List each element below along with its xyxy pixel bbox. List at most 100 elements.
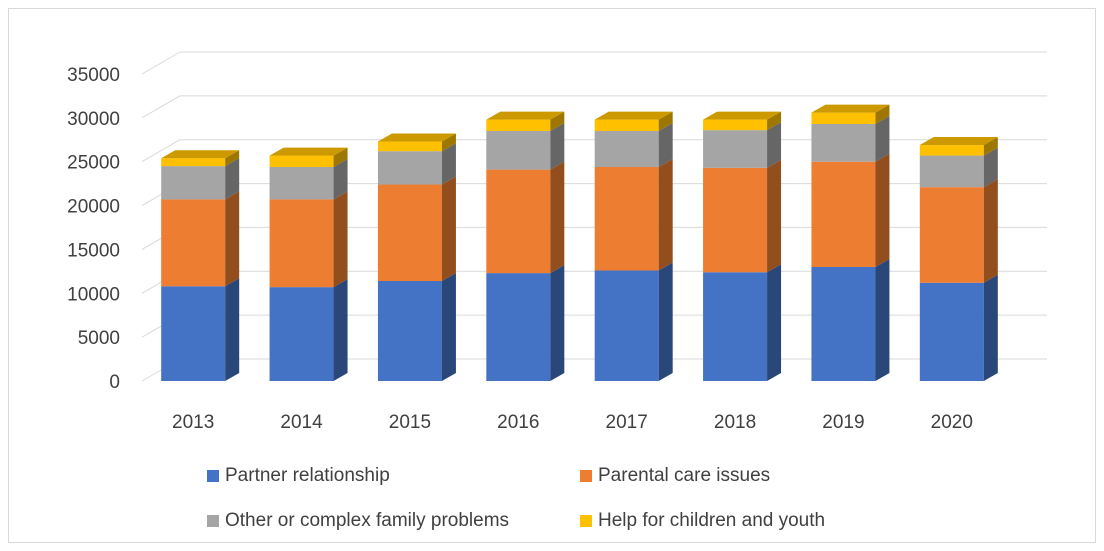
bar-segment-side — [333, 158, 348, 200]
bar-segment-side — [658, 111, 673, 132]
legend-item-partner-relationship: Partner relationship — [207, 465, 390, 487]
bar-segment — [486, 131, 551, 170]
bar-segment-side — [875, 104, 890, 124]
bar-segment-side — [983, 137, 998, 156]
bar-segment — [811, 112, 876, 124]
bar-stack-2013 — [161, 150, 240, 381]
bar-segment — [919, 145, 984, 156]
bar-segment-side — [441, 133, 456, 152]
bar-top — [161, 150, 240, 159]
y-axis-tick-labels: 0 5000 10000 15000 20000 25000 30000 35000 — [67, 65, 120, 393]
x-axis-tick-labels: 2013 2014 2015 2016 2017 2018 2019 2020 — [172, 412, 973, 433]
legend-swatch — [580, 515, 592, 527]
bar-top — [703, 111, 782, 120]
bar-segment-side — [441, 176, 456, 282]
bar-top — [594, 111, 673, 120]
y-tick-label: 5000 — [78, 328, 120, 349]
bar-segment — [594, 131, 659, 167]
bar-segment — [919, 155, 984, 188]
bar-segment-side — [225, 278, 240, 381]
bar-segment-side — [875, 115, 890, 162]
bar-segment-side — [658, 262, 673, 381]
bar-segment — [486, 169, 551, 274]
gridline-depth — [141, 139, 181, 163]
legend-label: Partner relationship — [225, 465, 390, 486]
y-tick-label: 0 — [109, 372, 120, 393]
bar-segment-side — [983, 147, 998, 188]
bar-segment — [161, 166, 226, 200]
bar-segment — [269, 166, 334, 200]
y-tick-label: 10000 — [67, 284, 120, 305]
bar-segment — [703, 119, 768, 131]
bar-segment-side — [875, 153, 890, 267]
bar-segment — [594, 166, 659, 271]
bars — [161, 104, 998, 381]
bar-segment-side — [767, 122, 782, 168]
bar-stack-2014 — [269, 147, 348, 381]
bar-segment — [377, 184, 442, 282]
bar-segment — [919, 187, 984, 283]
legend-item-help-for-children-and-youth: Help for children and youth — [580, 510, 825, 532]
bar-segment-side — [658, 158, 673, 271]
bar-segment — [594, 119, 659, 132]
bar-segment-side — [658, 123, 673, 167]
bar-segment — [811, 123, 876, 162]
bar-stack-2016 — [486, 111, 565, 381]
bar-segment-side — [225, 158, 240, 200]
x-tick-label: 2015 — [389, 412, 431, 433]
x-tick-label: 2020 — [931, 412, 973, 433]
bar-segment-side — [550, 111, 565, 132]
bar-top — [811, 104, 890, 113]
bar-segment-side — [550, 123, 565, 170]
bar-segment-side — [550, 265, 565, 381]
bar-segment-side — [983, 179, 998, 283]
legend-swatch — [207, 470, 219, 482]
legend-item-parental-care-issues: Parental care issues — [580, 465, 770, 487]
bar-segment-side — [333, 279, 348, 381]
bar-stack-2018 — [703, 111, 782, 381]
legend-label: Help for children and youth — [598, 510, 826, 531]
bar-segment — [703, 130, 768, 168]
legend-item-other-or-complex-family-problems: Other or complex family problems — [207, 510, 509, 532]
bar-segment — [269, 155, 334, 167]
y-tick-label: 15000 — [67, 240, 120, 261]
bar-segment — [269, 199, 334, 288]
y-tick-label: 30000 — [67, 109, 120, 130]
bar-top — [269, 147, 348, 156]
y-tick-label: 35000 — [67, 65, 120, 86]
bar-segment-side — [441, 273, 456, 381]
bar-segment-side — [875, 258, 890, 381]
bar-top — [377, 133, 456, 142]
bar-stack-2019 — [811, 104, 890, 381]
bar-segment — [161, 199, 226, 287]
legend-swatch — [580, 470, 592, 482]
bar-top — [919, 137, 998, 146]
bar-segment — [486, 273, 551, 381]
bar-segment — [594, 270, 659, 381]
x-tick-label: 2014 — [280, 412, 323, 433]
legend-label: Parental care issues — [598, 465, 771, 486]
bar-stack-2017 — [594, 111, 673, 381]
x-tick-label: 2019 — [822, 412, 864, 433]
x-tick-label: 2013 — [172, 412, 214, 433]
bar-segment-side — [225, 191, 240, 287]
bar-segment-side — [225, 150, 240, 167]
bar-segment — [703, 272, 768, 381]
y-tick-label: 20000 — [67, 197, 120, 218]
bar-segment-side — [767, 159, 782, 273]
bar-segment — [161, 158, 226, 167]
bar-segment — [377, 151, 442, 185]
bar-segment — [919, 282, 984, 381]
bar-stack-2020 — [919, 137, 998, 381]
bar-segment-side — [983, 274, 998, 381]
bar-segment — [269, 287, 334, 381]
y-tick-label: 25000 — [67, 153, 120, 174]
bar-segment-side — [550, 161, 565, 274]
bar-segment-side — [767, 111, 782, 131]
bar-segment — [486, 119, 551, 132]
bar-segment-side — [441, 143, 456, 185]
x-tick-label: 2018 — [714, 412, 756, 433]
x-tick-label: 2017 — [606, 412, 648, 433]
gridline-depth — [141, 95, 181, 119]
